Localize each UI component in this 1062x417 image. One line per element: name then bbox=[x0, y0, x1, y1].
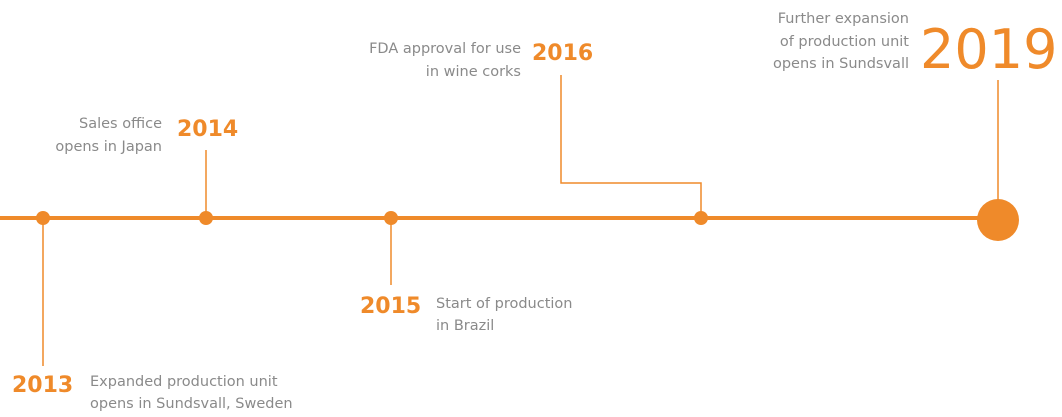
desc-line: Expanded production unit bbox=[90, 374, 278, 390]
dot bbox=[694, 211, 708, 225]
dot bbox=[384, 211, 398, 225]
desc-line: opens in Japan bbox=[55, 139, 162, 155]
dot-large bbox=[977, 199, 1019, 241]
year: 2015 bbox=[360, 294, 421, 319]
desc-line: of production unit bbox=[780, 34, 909, 50]
desc-line: Sales office bbox=[79, 116, 162, 132]
desc-line: Further expansion bbox=[778, 11, 909, 27]
connector bbox=[560, 75, 702, 218]
desc-line: in Brazil bbox=[436, 318, 494, 334]
dot bbox=[36, 211, 50, 225]
year: 2014 bbox=[177, 117, 238, 142]
year: 2019 bbox=[920, 18, 1057, 81]
year: 2016 bbox=[532, 41, 593, 66]
desc-line: FDA approval for use bbox=[369, 41, 521, 57]
desc-line: Start of production bbox=[436, 296, 572, 312]
desc-line: in wine corks bbox=[426, 64, 521, 80]
desc-line: opens in Sundsvall, Sweden bbox=[90, 396, 293, 412]
year: 2013 bbox=[12, 373, 73, 398]
desc-line: opens in Sundsvall bbox=[773, 56, 909, 72]
dot bbox=[199, 211, 213, 225]
